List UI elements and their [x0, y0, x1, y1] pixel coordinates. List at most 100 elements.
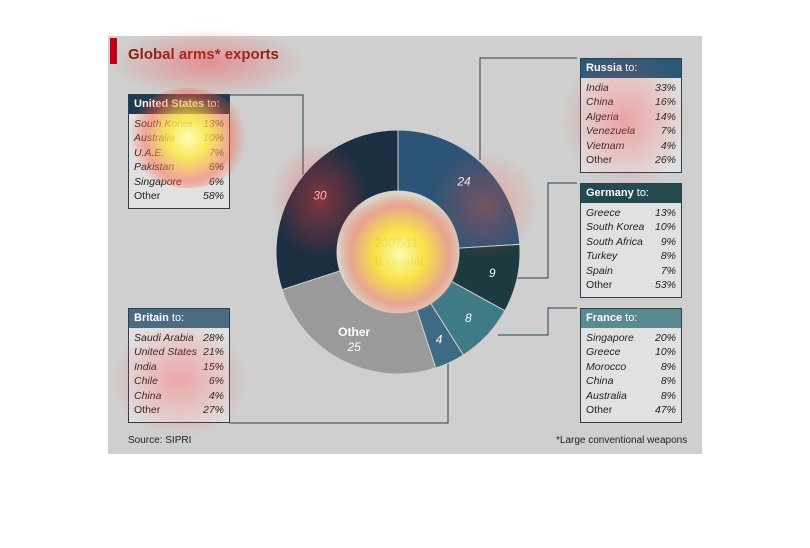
destination-pct: 14%	[654, 110, 676, 123]
connector-us	[230, 94, 304, 178]
destination-pct: 7%	[660, 125, 676, 138]
to-label: to:	[622, 62, 638, 74]
destination-row: India 33%	[586, 81, 676, 95]
destination-name: South Korea	[586, 221, 645, 234]
destination-name: South Korea	[134, 118, 193, 130]
destination-pct: 7%	[660, 264, 676, 277]
slice-value-label: 30	[313, 188, 327, 202]
destination-row: U.A.E. 7%	[134, 146, 224, 160]
slice-value-label: 24	[456, 175, 471, 189]
country-name: United States	[134, 98, 205, 110]
destination-row: Spain 7%	[586, 264, 676, 278]
title-text: Global arms	[128, 46, 215, 63]
destination-name: Spain	[586, 264, 613, 277]
destination-name: India	[586, 82, 609, 94]
center-label-line1: 2007-11,	[375, 236, 421, 250]
center-label-line2: % of total	[373, 254, 423, 268]
destination-pct: 8%	[660, 360, 676, 373]
destination-list: India 33% China 16% Algeria 14% Venezuela 7% Vie…	[581, 78, 681, 167]
destination-row: Greece 10%	[586, 345, 676, 359]
destination-row: Singapore 6%	[134, 175, 224, 189]
destination-pct: 10%	[202, 132, 224, 145]
country-name: Russia	[586, 62, 623, 74]
destination-name: India	[134, 360, 157, 373]
to-label: to:	[204, 98, 220, 110]
destination-name: China	[586, 96, 614, 109]
destination-name: Chile	[134, 375, 158, 388]
destination-name: Turkey	[586, 250, 618, 263]
destination-row: United States 21%	[134, 345, 224, 359]
destination-pct: 4%	[660, 139, 676, 152]
destination-pct: 10%	[654, 221, 676, 234]
destination-pct: 6%	[208, 161, 224, 174]
destination-name: Algeria	[586, 110, 619, 123]
destination-pct: 8%	[660, 389, 676, 402]
destination-pct: 15%	[202, 360, 224, 373]
connector-lines	[230, 57, 577, 424]
destination-list: Singapore 20% Greece 10% Morocco 8% China 8% Aus…	[581, 328, 681, 417]
destination-name: Other	[586, 278, 613, 291]
destination-row: Chile 6%	[134, 374, 224, 388]
destination-pct: 4%	[208, 389, 224, 402]
destination-row: Other 27%	[134, 403, 224, 417]
connector-britain	[230, 360, 449, 424]
destination-row: Pakistan 6%	[134, 160, 224, 174]
destination-pct: 26%	[654, 153, 676, 166]
destination-name: Pakistan	[134, 161, 175, 174]
destination-pct: 7%	[208, 146, 224, 159]
destination-pct: 28%	[202, 332, 224, 344]
destination-pct: 10%	[654, 346, 676, 359]
destination-name: South Africa	[586, 235, 643, 248]
box-united-states: United States to: South Korea 13% Australi…	[128, 94, 230, 209]
destination-row: China 4%	[134, 389, 224, 403]
slice-value-label: 4	[436, 332, 443, 346]
destination-name: Morocco	[586, 360, 627, 373]
destination-name: Australia	[134, 132, 175, 145]
destination-pct: 27%	[202, 403, 224, 416]
connector-russia	[479, 57, 577, 160]
destination-row: Other 53%	[586, 278, 676, 292]
box-header: Germany to:	[581, 184, 681, 203]
box-header: United States to:	[129, 95, 229, 114]
destination-row: South Africa 9%	[586, 235, 676, 249]
accent-bar	[110, 38, 117, 64]
destination-row: India 15%	[134, 360, 224, 374]
destination-row: Australia 10%	[134, 131, 224, 145]
country-name: France	[586, 312, 623, 324]
source-note: Source: SIPRI	[128, 435, 192, 446]
destination-pct: 20%	[654, 332, 676, 344]
slice-value-label: 8	[465, 311, 472, 325]
box-france: France to: Singapore 20% Greece 10% Morocco 8…	[580, 308, 682, 423]
destination-row: China 8%	[586, 374, 676, 388]
destination-pct: 6%	[208, 375, 224, 388]
destination-row: Other 47%	[586, 403, 676, 417]
destination-name: United States	[134, 346, 198, 359]
destination-pct: 33%	[654, 82, 676, 94]
slice-value-label: 25	[347, 340, 362, 354]
destination-row: Turkey 8%	[586, 249, 676, 263]
destination-row: South Korea 13%	[134, 117, 224, 131]
destination-name: Venezuela	[586, 125, 636, 138]
destination-name: Vietnam	[586, 139, 625, 152]
country-name: Germany	[586, 187, 634, 199]
destination-pct: 21%	[202, 346, 224, 359]
destination-pct: 6%	[208, 175, 224, 188]
destination-name: U.A.E.	[134, 146, 165, 159]
destination-name: Greece	[586, 207, 621, 219]
destination-list: Saudi Arabia 28% United States 21% India 15% C…	[129, 328, 229, 417]
destination-name: Other	[134, 189, 161, 202]
destination-row: Australia 8%	[586, 389, 676, 403]
box-header: Britain to:	[129, 309, 229, 328]
destination-pct: 8%	[660, 250, 676, 263]
destination-pct: 16%	[654, 96, 676, 109]
destination-row: Morocco 8%	[586, 360, 676, 374]
destination-row: Algeria 14%	[586, 110, 676, 124]
title-star: *	[214, 46, 221, 63]
box-header: France to:	[581, 309, 681, 328]
destination-row: South Korea 10%	[586, 220, 676, 234]
destination-pct: 53%	[654, 278, 676, 291]
chart-title: Global arms* exports	[128, 46, 279, 63]
title-suffix: exports	[220, 46, 279, 63]
destination-row: Vietnam 4%	[586, 139, 676, 153]
